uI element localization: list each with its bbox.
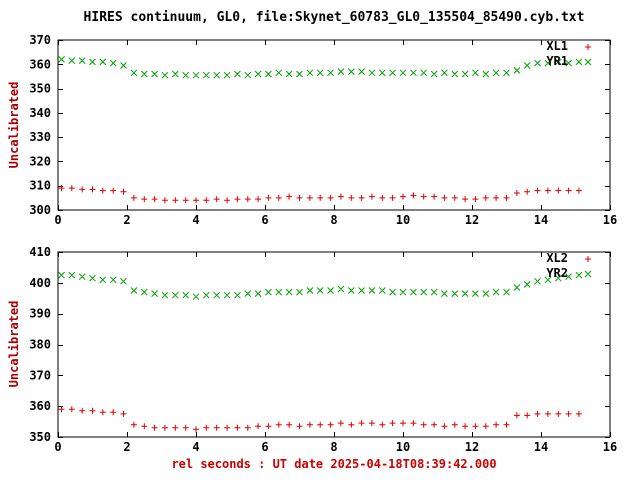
svg-text:4: 4 bbox=[192, 213, 199, 227]
legend-label-xl1: XL1 bbox=[546, 39, 568, 53]
svg-text:410: 410 bbox=[29, 245, 51, 259]
svg-text:300: 300 bbox=[29, 203, 51, 217]
svg-text:8: 8 bbox=[330, 440, 337, 454]
svg-text:10: 10 bbox=[396, 213, 410, 227]
svg-text:6: 6 bbox=[261, 213, 268, 227]
svg-text:310: 310 bbox=[29, 179, 51, 193]
legend-label-yr2: YR2 bbox=[546, 266, 568, 280]
legend-label-yr1: YR1 bbox=[546, 54, 568, 68]
svg-text:16: 16 bbox=[603, 213, 617, 227]
svg-text:370: 370 bbox=[29, 368, 51, 382]
svg-text:390: 390 bbox=[29, 307, 51, 321]
svg-text:340: 340 bbox=[29, 106, 51, 120]
svg-text:10: 10 bbox=[396, 440, 410, 454]
svg-text:4: 4 bbox=[192, 440, 199, 454]
chart-title: HIRES continuum, GL0, file:Skynet_60783_… bbox=[83, 10, 585, 25]
legend-label-xl2: XL2 bbox=[546, 251, 568, 265]
svg-text:360: 360 bbox=[29, 399, 51, 413]
svg-text:2: 2 bbox=[123, 440, 130, 454]
svg-text:16: 16 bbox=[603, 440, 617, 454]
svg-text:370: 370 bbox=[29, 33, 51, 47]
svg-text:12: 12 bbox=[465, 213, 479, 227]
svg-text:2: 2 bbox=[123, 213, 130, 227]
svg-text:320: 320 bbox=[29, 154, 51, 168]
svg-text:380: 380 bbox=[29, 338, 51, 352]
svg-text:0: 0 bbox=[54, 213, 61, 227]
svg-text:14: 14 bbox=[534, 440, 548, 454]
svg-text:0: 0 bbox=[54, 440, 61, 454]
x-axis-label: rel seconds : UT date 2025-04-18T08:39:4… bbox=[171, 457, 497, 471]
svg-text:14: 14 bbox=[534, 213, 548, 227]
svg-text:400: 400 bbox=[29, 276, 51, 290]
svg-text:350: 350 bbox=[29, 430, 51, 444]
svg-text:12: 12 bbox=[465, 440, 479, 454]
svg-text:350: 350 bbox=[29, 82, 51, 96]
svg-text:6: 6 bbox=[261, 440, 268, 454]
svg-text:8: 8 bbox=[330, 213, 337, 227]
svg-text:330: 330 bbox=[29, 130, 51, 144]
svg-text:360: 360 bbox=[29, 57, 51, 71]
